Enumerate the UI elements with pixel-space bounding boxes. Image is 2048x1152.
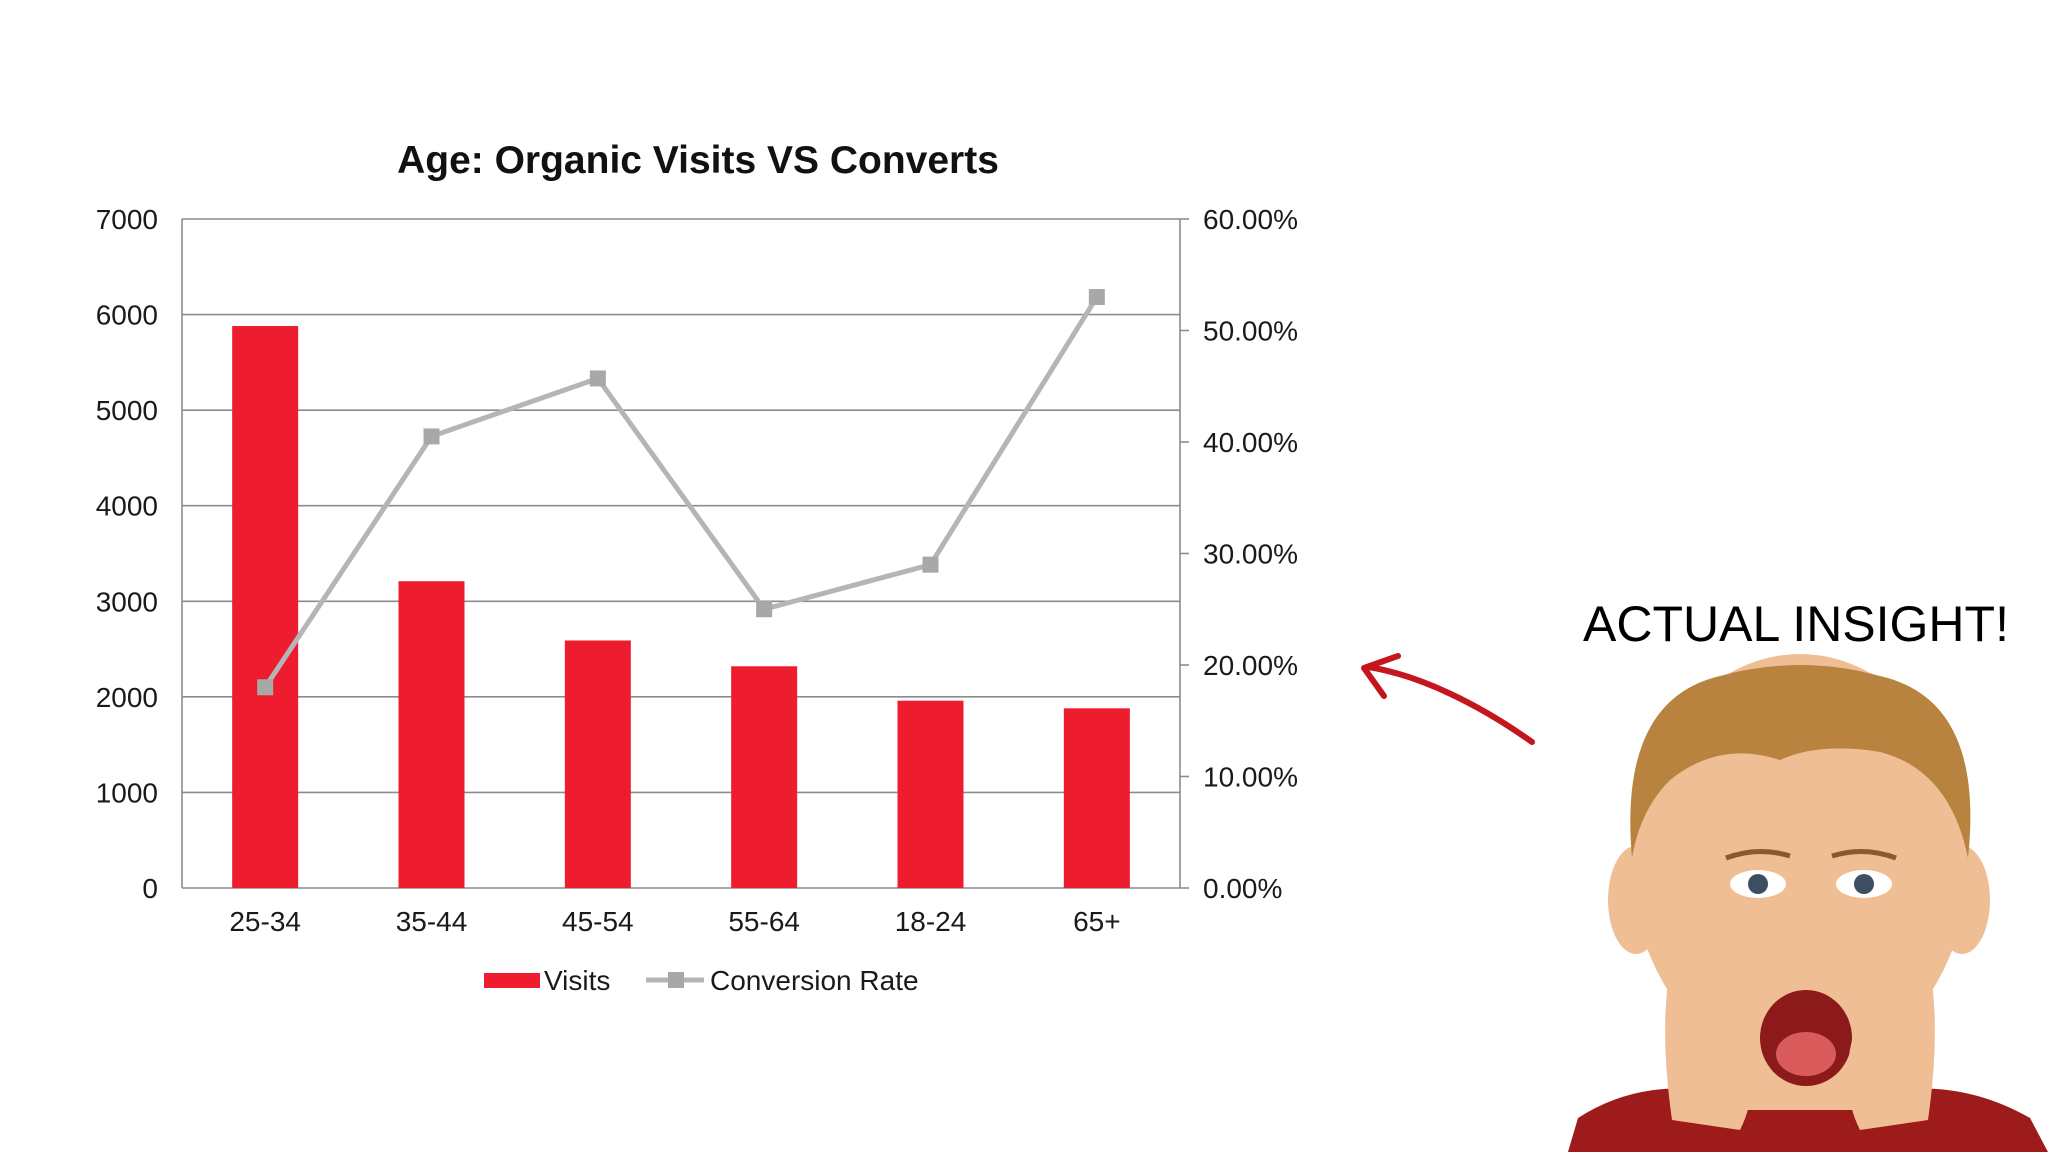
axes (181, 218, 1189, 889)
x-axis-tick-label: 18-24 (895, 906, 967, 937)
x-axis-tick-label: 55-64 (728, 906, 800, 937)
bar-visits-45-54 (564, 640, 631, 888)
x-axis-tick-label: 35-44 (396, 906, 468, 937)
gridlines (182, 218, 1180, 889)
bar-visits-18-24 (897, 700, 964, 888)
legend-marker-conversion-rate (668, 972, 684, 988)
left-axis-tick-label: 1000 (96, 777, 158, 808)
left-axis-tick-label: 2000 (96, 682, 158, 713)
right-axis-tick-label: 60.00% (1203, 204, 1298, 235)
bar-visits-55-64 (731, 666, 798, 888)
left-axis-tick-label: 0 (142, 873, 158, 904)
right-axis-tick-label: 40.00% (1203, 427, 1298, 458)
left-axis-tick-label: 7000 (96, 204, 158, 235)
right-axis-tick-label: 10.00% (1203, 762, 1298, 793)
point-conversion-rate-55-64 (756, 601, 773, 618)
left-axis-tick-label: 4000 (96, 491, 158, 522)
right-axis-tick-label: 0.00% (1203, 873, 1282, 904)
point-conversion-rate-25-34 (257, 679, 274, 696)
shocked-boy-photo (1568, 654, 2048, 1152)
legend-label-visits: Visits (544, 965, 610, 996)
conversion-rate-line (263, 295, 1099, 689)
right-axis-tick-label: 50.00% (1203, 316, 1298, 347)
x-axis-tick-label: 25-34 (229, 906, 301, 937)
chart-title: Age: Organic Visits VS Converts (397, 139, 999, 182)
right-axis-tick-label: 20.00% (1203, 650, 1298, 681)
point-conversion-rate-45-54 (589, 370, 606, 387)
left-hand-icon (1665, 915, 1753, 1130)
left-axis-tick-label: 5000 (96, 395, 158, 426)
point-conversion-rate-65+ (1088, 289, 1105, 306)
right-axis-tick-label: 30.00% (1203, 539, 1298, 570)
x-axis-ticks: 25-34 35-44 45-54 55-64 18-24 65+ (229, 906, 1120, 937)
point-conversion-rate-18-24 (922, 556, 939, 573)
line-series-conversion-rate (257, 289, 1105, 696)
hand-drawn-arrow-icon (1361, 653, 1535, 745)
callout-text: ACTUAL INSIGHT! (1583, 596, 2009, 652)
left-axis-ticks: 0 1000 2000 3000 4000 5000 6000 7000 (96, 204, 158, 904)
legend-label-conversion-rate: Conversion Rate (710, 965, 919, 996)
point-conversion-rate-35-44 (423, 428, 440, 445)
bar-visits-35-44 (398, 581, 465, 888)
bar-series-visits (232, 326, 1130, 888)
left-axis-tick-label: 3000 (96, 586, 158, 617)
x-axis-tick-label: 45-54 (562, 906, 634, 937)
right-hand-icon (1847, 915, 1935, 1130)
right-axis-ticks: 0.00% 10.00% 20.00% 30.00% 40.00% 50.00% 60.00… (1203, 204, 1298, 904)
bar-visits-65+ (1063, 708, 1130, 888)
left-axis-tick-label: 6000 (96, 300, 158, 331)
chart-legend: Visits Conversion Rate (484, 965, 919, 996)
legend-swatch-visits (484, 973, 540, 988)
bar-visits-25-34 (232, 326, 299, 888)
x-axis-tick-label: 65+ (1073, 906, 1121, 937)
